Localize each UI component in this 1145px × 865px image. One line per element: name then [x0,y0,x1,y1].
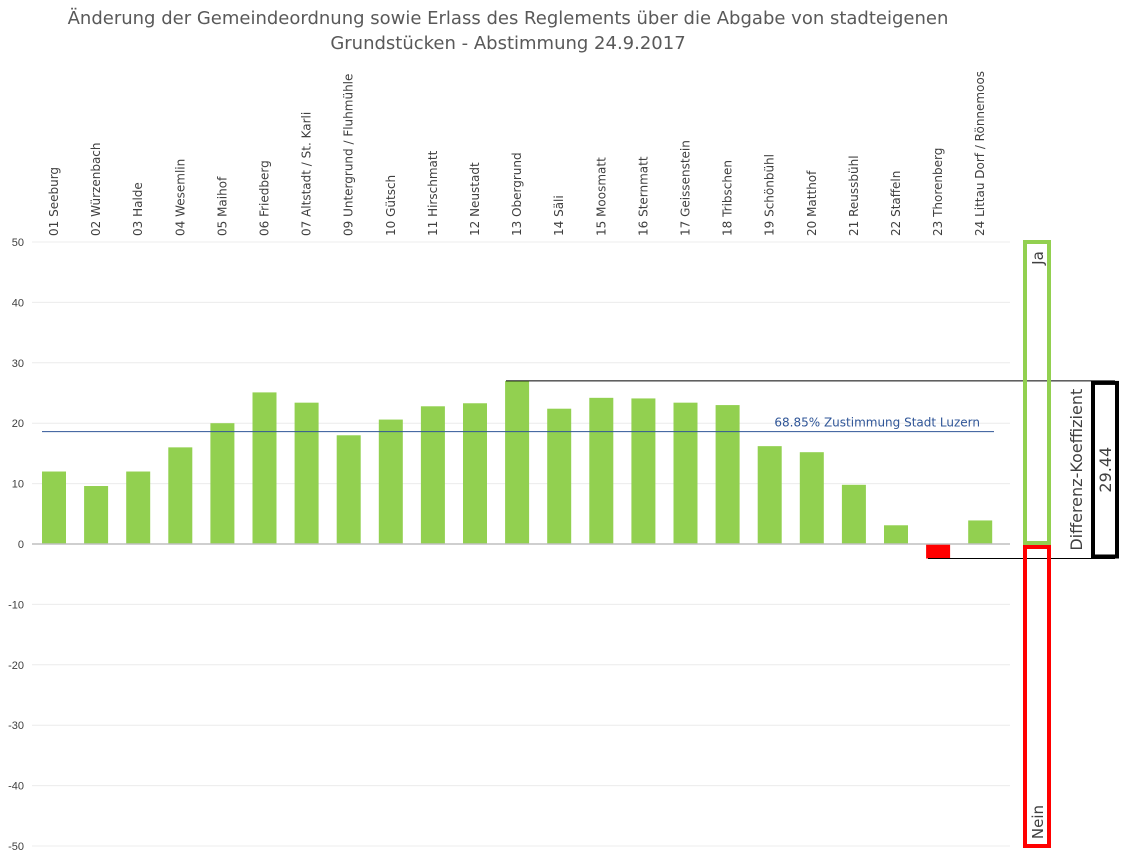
bar [631,398,656,544]
bar [589,397,614,544]
category-label: 06 Friedberg [258,160,272,236]
bar [252,392,277,544]
y-tick-label: 40 [12,297,24,309]
y-tick-label: -10 [8,599,24,611]
nein-box [1023,545,1051,848]
bars [42,380,993,559]
category-label: 01 Seeburg [47,167,61,236]
coefficient-box [1091,380,1119,559]
y-tick-label: 30 [12,358,24,370]
category-label: 24 Littau Dorf / Rönnemoos [973,71,987,236]
category-label: 12 Neustadt [468,162,482,236]
category-label: 11 Hirschmatt [426,150,440,236]
category-label: 07 Altstadt / St. Karli [300,112,314,236]
coefficient-label: Differenz-Koeffizient [1067,389,1086,551]
category-label: 20 Matthof [805,170,819,236]
y-tick-label: -30 [8,720,24,732]
category-label: 21 Reussbühl [847,155,861,236]
y-tick-label: 10 [12,479,24,491]
bar [463,403,487,544]
bar [505,380,530,544]
category-label: 15 Moosmatt [594,157,608,236]
bar [757,446,782,544]
y-axis-ticks: 50 40 30 20 10 0 -10 -20 -30 -40 -50 [8,237,24,853]
bar [294,402,319,544]
category-label: 02 Würzenbach [89,142,103,236]
ja-box [1023,240,1051,545]
category-label: 19 Schönbühl [763,154,777,236]
bar [210,423,235,544]
category-label: 10 Gütsch [384,175,398,236]
category-labels: 01 Seeburg 02 Würzenbach 03 Halde 04 Weseml… [47,71,987,236]
category-label: 05 Maihof [215,176,229,236]
category-label: 09 Untergrund / Fluhmühle [342,74,356,236]
category-label: 14 Säli [552,195,566,236]
bar [884,525,908,544]
bar [715,405,740,544]
category-label: 22 Staffeln [889,171,903,236]
category-label: 16 Sternmatt [636,156,650,236]
category-label: 18 Tribschen [721,160,735,236]
y-tick-label: 0 [18,539,24,551]
bar [336,435,361,544]
bar [378,419,403,544]
nein-label: Nein [1029,805,1047,839]
category-label: 13 Obergrund [510,152,524,236]
category-label: 23 Thorenberg [931,148,945,236]
chart-title-line-1: Änderung der Gemeindeordnung sowie Erlas… [68,8,949,29]
bar [168,447,193,544]
category-label: 03 Halde [131,182,145,236]
bar [420,406,445,544]
category-label: 04 Wesemlin [173,159,187,236]
bar [84,486,109,544]
category-label: 17 Geissenstein [679,140,693,236]
bar [547,408,572,544]
y-tick-label: 20 [12,418,24,430]
y-tick-label: 50 [12,237,24,249]
coefficient-value: 29.44 [1096,447,1115,493]
bar [673,402,698,544]
bar [968,520,993,544]
ja-label: Ja [1029,251,1047,266]
reference-line-label: 68.85% Zustimmung Stadt Luzern [774,416,980,430]
bar [799,452,824,544]
bar [42,471,66,544]
y-tick-label: -40 [8,781,24,793]
bar [926,544,951,559]
y-tick-label: -50 [8,841,24,853]
bar [126,471,151,544]
y-tick-label: -20 [8,660,24,672]
bar [841,484,866,544]
chart-title-line-2: Grundstücken - Abstimmung 24.9.2017 [330,33,685,54]
